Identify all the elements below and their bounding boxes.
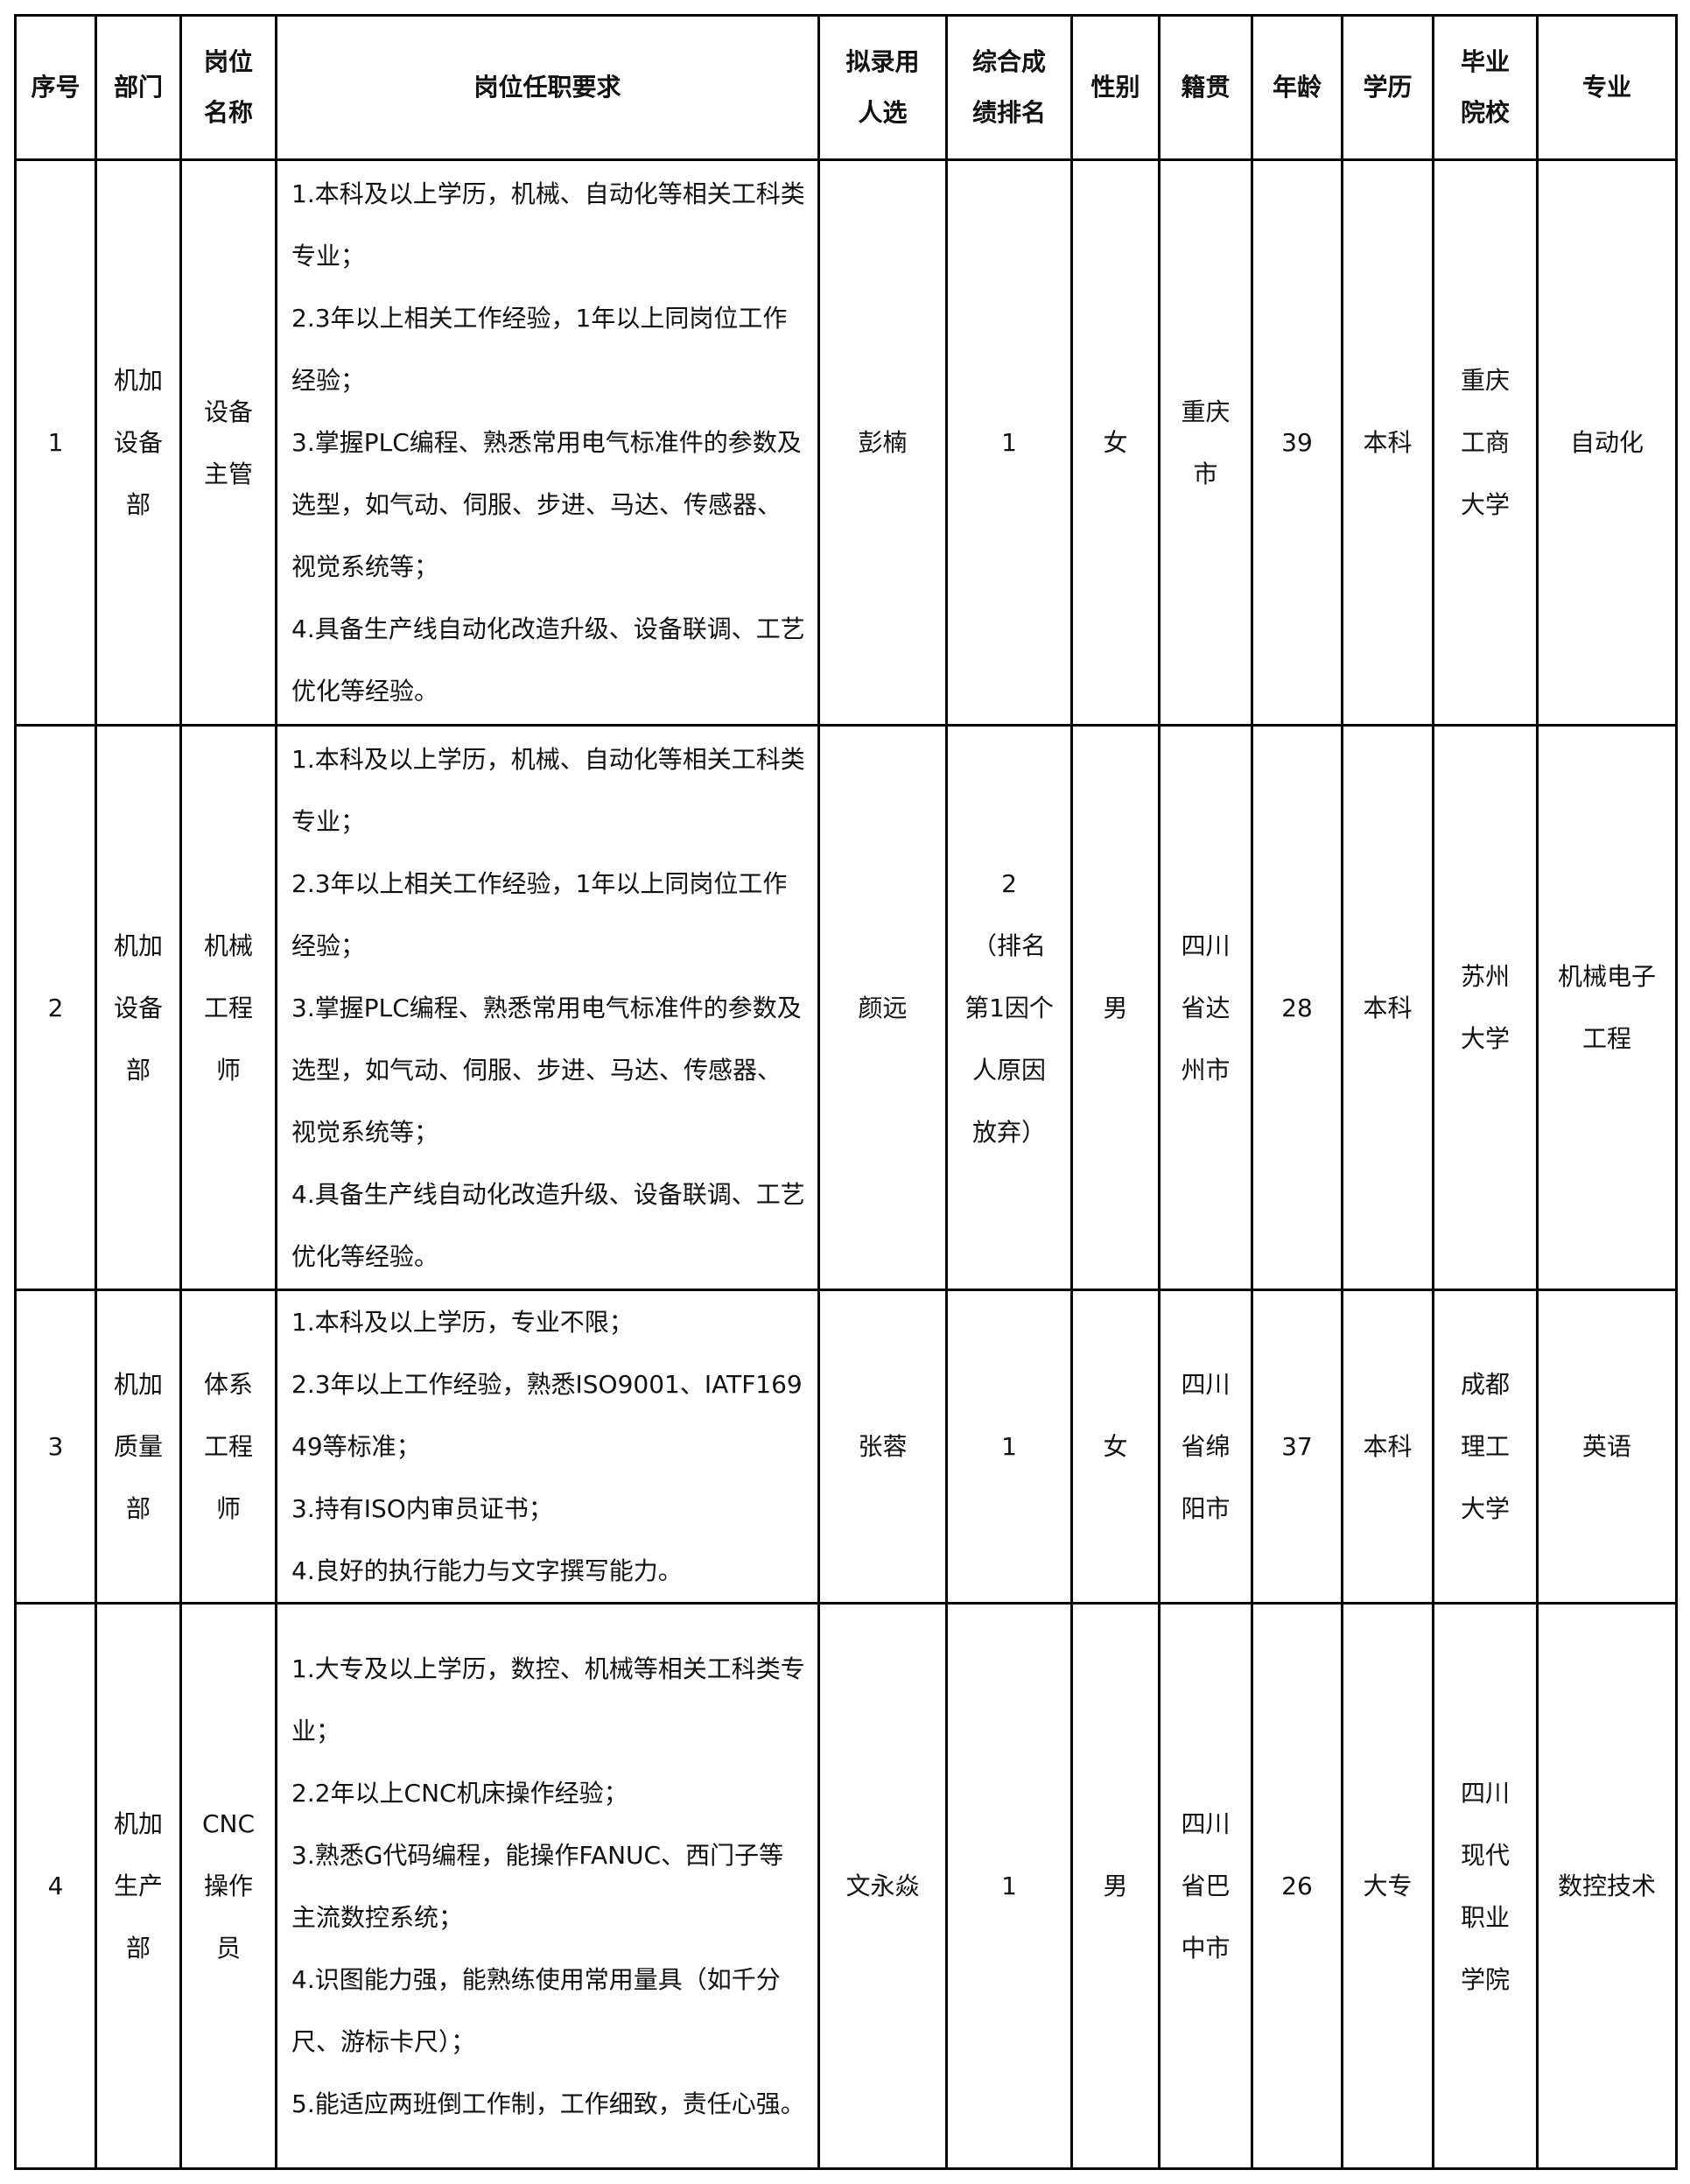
cell-school: 成都 理工 大学 bbox=[1432, 1289, 1539, 1605]
cell-origin: 四川 省巴 中市 bbox=[1158, 1602, 1253, 2170]
cell-major: 数控技术 bbox=[1536, 1602, 1678, 2170]
header-origin: 籍贯 bbox=[1158, 14, 1253, 161]
cell-dept: 机加 生产 部 bbox=[95, 1602, 182, 2170]
header-rank: 综合成 绩排名 bbox=[945, 14, 1073, 161]
header-candidate: 拟录用 人选 bbox=[817, 14, 948, 161]
cell-dept: 机加 设备 部 bbox=[95, 158, 182, 727]
cell-major: 自动化 bbox=[1536, 158, 1678, 727]
cell-gender: 女 bbox=[1070, 158, 1161, 727]
cell-major: 英语 bbox=[1536, 1289, 1678, 1605]
table-row: 1 机加 设备 部设备 主管 1.本科及以上学历，机械、自动化等相关工科类专业； 2.… bbox=[14, 158, 1678, 727]
cell-school: 重庆 工商 大学 bbox=[1432, 158, 1539, 727]
cell-origin: 四川 省绵 阳市 bbox=[1158, 1289, 1253, 1605]
header-major: 专业 bbox=[1536, 14, 1678, 161]
cell-position: 机械 工程 师 bbox=[179, 724, 277, 1291]
cell-gender: 男 bbox=[1070, 1602, 1161, 2170]
header-no: 序号 bbox=[14, 14, 97, 161]
requirement-item: 2.2年以上CNC机床操作经验； bbox=[291, 1778, 628, 1808]
cell-requirements: 1.本科及以上学历，机械、自动化等相关工科类专业； 2.3年以上相关工作经验，1年… bbox=[275, 724, 820, 1291]
cell-major: 机械电子 工程 bbox=[1536, 724, 1678, 1291]
cell-origin: 重庆 市 bbox=[1158, 158, 1253, 727]
cell-school: 苏州 大学 bbox=[1432, 724, 1539, 1291]
requirement-item: 4.识图能力强，能熟练使用常用量具（如千分尺、游标卡尺）； bbox=[291, 1964, 781, 2056]
cell-education: 大专 bbox=[1341, 1602, 1434, 2170]
header-education: 学历 bbox=[1341, 14, 1434, 161]
cell-requirements: 1.大专及以上学历，数控、机械等相关工科类专业； 2.2年以上CNC机床操作经验；… bbox=[275, 1602, 820, 2170]
header-age: 年龄 bbox=[1251, 14, 1343, 161]
cell-school: 四川 现代 职业 学院 bbox=[1432, 1602, 1539, 2170]
cell-no: 2 bbox=[14, 724, 97, 1291]
cell-origin: 四川 省达 州市 bbox=[1158, 724, 1253, 1291]
cell-gender: 女 bbox=[1070, 1289, 1161, 1605]
header-position: 岗位 名称 bbox=[179, 14, 277, 161]
table-row: 2 机加 设备 部机械 工程 师 1.本科及以上学历，机械、自动化等相关工科类专业；… bbox=[14, 724, 1678, 1291]
cell-rank: 2 （排名 第1因个 人原因 放弃） bbox=[945, 724, 1073, 1291]
cell-age: 26 bbox=[1251, 1602, 1343, 2170]
cell-dept: 机加 设备 部 bbox=[95, 724, 182, 1291]
cell-position: CNC 操作 员 bbox=[179, 1602, 277, 2170]
cell-requirements: 1.本科及以上学历，机械、自动化等相关工科类专业； 2.3年以上相关工作经验，1年… bbox=[275, 158, 820, 727]
cell-position: 体系 工程 师 bbox=[179, 1289, 277, 1605]
requirement-item: 1.本科及以上学历，机械、自动化等相关工科类专业； bbox=[291, 179, 805, 270]
cell-gender: 男 bbox=[1070, 724, 1161, 1291]
requirement-item: 1.大专及以上学历，数控、机械等相关工科类专业； bbox=[291, 1654, 805, 1745]
requirement-item: 3.熟悉G代码编程，能操作FANUC、西门子等主流数控系统； bbox=[291, 1840, 784, 1932]
requirement-item: 1.本科及以上学历，机械、自动化等相关工科类专业； bbox=[291, 744, 805, 836]
cell-no: 1 bbox=[14, 158, 97, 727]
requirement-item: 5.能适应两班倒工作制，工作细致，责任心强。 bbox=[291, 2089, 805, 2118]
requirement-item: 3.掌握PLC编程、熟悉常用电气标准件的参数及选型，如气动、伺服、步进、马达、传… bbox=[291, 993, 802, 1147]
cell-education: 本科 bbox=[1341, 724, 1434, 1291]
cell-no: 4 bbox=[14, 1602, 97, 2170]
cell-dept: 机加 质量 部 bbox=[95, 1289, 182, 1605]
requirement-item: 2.3年以上相关工作经验，1年以上同岗位工作经验； bbox=[291, 868, 788, 960]
cell-candidate: 彭楠 bbox=[817, 158, 948, 727]
cell-age: 39 bbox=[1251, 158, 1343, 727]
header-gender: 性别 bbox=[1070, 14, 1161, 161]
cell-age: 37 bbox=[1251, 1289, 1343, 1605]
recruitment-table: 序号 部门 岗位 名称 岗位任职要求 拟录用 人选 综合成 绩排名 性别 籍贯 年龄 学历 毕业 院… bbox=[14, 14, 1678, 2170]
cell-rank: 1 bbox=[945, 1289, 1073, 1605]
cell-candidate: 颜远 bbox=[817, 724, 948, 1291]
cell-candidate: 文永焱 bbox=[817, 1602, 948, 2170]
requirement-item: 2.3年以上相关工作经验，1年以上同岗位工作经验； bbox=[291, 304, 788, 395]
cell-candidate: 张蓉 bbox=[817, 1289, 948, 1605]
cell-education: 本科 bbox=[1341, 1289, 1434, 1605]
header-school: 毕业 院校 bbox=[1432, 14, 1539, 161]
cell-rank: 1 bbox=[945, 158, 1073, 727]
requirement-item: 4.具备生产线自动化改造升级、设备联调、工艺优化等经验。 bbox=[291, 614, 805, 706]
header-requirements: 岗位任职要求 bbox=[275, 14, 820, 161]
table-row: 4 机加 生产 部 CNC 操作 员 1.大专及以上学历，数控、机械等相关工科类专业；… bbox=[14, 1602, 1678, 2170]
cell-position: 设备 主管 bbox=[179, 158, 277, 727]
requirement-item: 4.良好的执行能力与文字撰写能力。 bbox=[291, 1556, 683, 1585]
cell-education: 本科 bbox=[1341, 158, 1434, 727]
requirement-item: 3.掌握PLC编程、熟悉常用电气标准件的参数及选型，如气动、伺服、步进、马达、传… bbox=[291, 428, 802, 581]
requirement-item: 3.持有ISO内审员证书； bbox=[291, 1494, 553, 1523]
cell-age: 28 bbox=[1251, 724, 1343, 1291]
header-dept: 部门 bbox=[95, 14, 182, 161]
cell-rank: 1 bbox=[945, 1602, 1073, 2170]
table-row: 3 机加 质量 部体系 工程 师 1.本科及以上学历，专业不限； 2.3年以上工作经验… bbox=[14, 1289, 1678, 1605]
cell-requirements: 1.本科及以上学历，专业不限； 2.3年以上工作经验，熟悉ISO9001、IATF… bbox=[275, 1289, 820, 1605]
header-row: 序号 部门 岗位 名称 岗位任职要求 拟录用 人选 综合成 绩排名 性别 籍贯 年龄 学历 毕业 院… bbox=[14, 14, 1678, 161]
cell-no: 3 bbox=[14, 1289, 97, 1605]
requirement-item: 4.具备生产线自动化改造升级、设备联调、工艺优化等经验。 bbox=[291, 1179, 805, 1271]
requirement-item: 1.本科及以上学历，专业不限； bbox=[291, 1308, 634, 1337]
requirement-item: 2.3年以上工作经验，熟悉ISO9001、IATF16949等标准； bbox=[291, 1370, 803, 1461]
